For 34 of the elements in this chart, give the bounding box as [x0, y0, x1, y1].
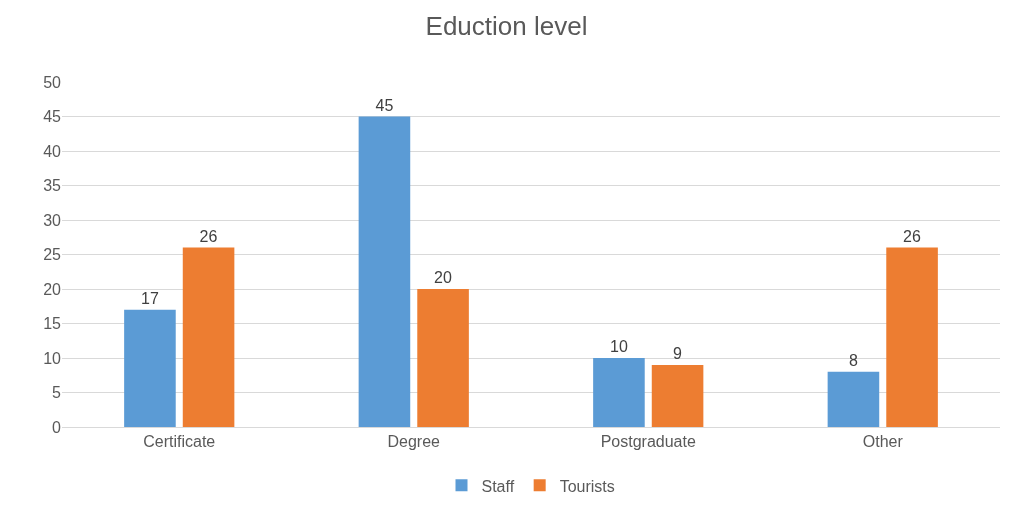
bar — [886, 247, 938, 427]
chart-title: Eduction level — [425, 11, 588, 42]
data-label: 9 — [673, 344, 683, 362]
x-tick-label: Degree — [387, 433, 441, 451]
bar — [124, 309, 176, 427]
legend-label: Staff — [481, 477, 515, 495]
bar — [182, 247, 235, 427]
bar — [358, 116, 411, 427]
y-tick-label: 25 — [43, 246, 62, 264]
data-label: 26 — [903, 227, 922, 245]
y-tick-label: 15 — [43, 315, 62, 333]
y-tick-label: 45 — [43, 108, 62, 126]
bar — [593, 358, 645, 427]
legend-label: Tourists — [559, 477, 615, 495]
x-tick-label: Postgraduate — [600, 433, 696, 451]
data-label: 8 — [848, 351, 858, 369]
x-tick-label: Other — [862, 433, 904, 451]
bar — [827, 371, 880, 427]
data-label: 45 — [375, 96, 394, 114]
y-tick-label: 30 — [43, 211, 62, 229]
y-tick-label: 40 — [43, 142, 62, 160]
y-tick-label: 0 — [52, 418, 62, 436]
y-tick-label: 20 — [43, 280, 62, 298]
y-tick-label: 50 — [43, 73, 62, 91]
y-tick-label: 10 — [43, 349, 62, 367]
data-label: 17 — [140, 289, 159, 307]
data-label: 10 — [609, 338, 628, 355]
data-label: 20 — [434, 269, 453, 286]
data-label: 26 — [199, 227, 218, 245]
bar — [417, 289, 469, 427]
y-tick-label: 35 — [43, 177, 62, 195]
y-tick-label: 5 — [52, 384, 62, 402]
x-tick-label: Certificate — [143, 433, 216, 451]
bar — [651, 364, 704, 427]
